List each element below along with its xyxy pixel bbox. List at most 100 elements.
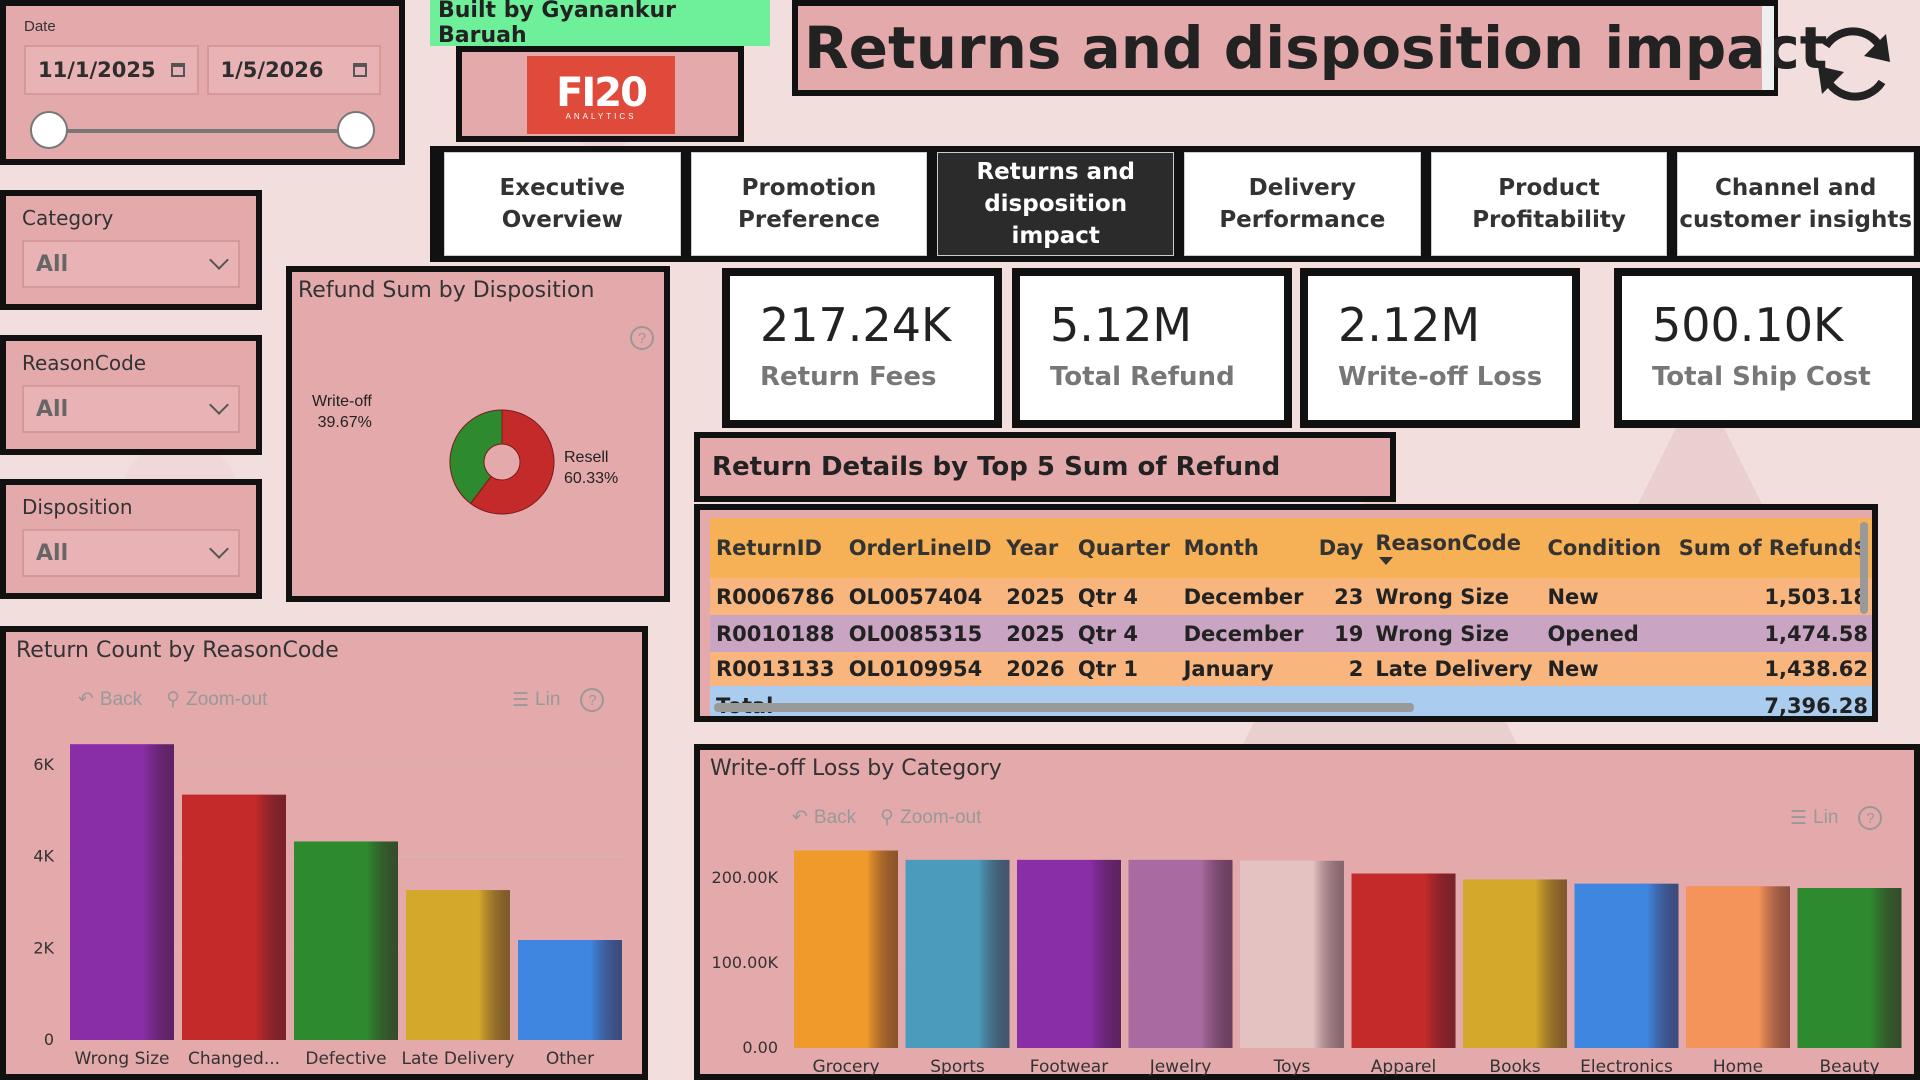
chevron-down-icon[interactable] [209,539,229,559]
kpi-value: 2.12M [1338,298,1481,352]
x-category-label: Footwear [1030,1057,1108,1077]
column-header-returnid[interactable]: ReturnID [710,518,843,578]
x-category-label: Home [1713,1057,1763,1077]
column-header-month[interactable]: Month [1177,518,1312,578]
table-cell: Qtr 4 [1071,615,1178,652]
bar-late-delivery[interactable] [406,890,510,1040]
table-row[interactable]: R0006786 OL0057404 2025 Qtr 4 December 2… [710,578,1872,615]
table-cell: OL0057404 [842,578,1001,615]
writeoff-bar-chart[interactable]: 0.00 100.00K 200.00K Grocery Sports Footwear J… [704,840,1906,1080]
return-details-table[interactable]: ReturnID OrderLineID Year Quarter Month … [694,504,1878,722]
tab-product-profitability[interactable]: Product Profitability [1430,152,1668,256]
back-button[interactable]: Back [813,806,857,828]
slider-start-handle[interactable] [30,111,68,149]
help-icon[interactable]: ? [580,688,605,712]
table-row[interactable]: R0010188 OL0085315 2025 Qtr 4 December 1… [710,615,1872,652]
lin-button[interactable]: Lin [1813,807,1839,828]
bar-beauty[interactable] [1797,888,1902,1048]
x-category-label: Other [546,1049,594,1069]
table-row[interactable]: R0013133 OL0109954 2026 Qtr 1 January 2 … [710,652,1872,686]
sort-desc-icon [1379,557,1394,565]
bar-jewelry[interactable] [1128,859,1233,1048]
chevron-down-icon[interactable] [209,250,229,270]
end-date-input[interactable]: 1/5/2026 [206,45,381,95]
bar-books[interactable] [1463,879,1567,1048]
table-cell: 1,438.62 [1669,652,1872,686]
table-cell: December [1177,615,1312,652]
back-button[interactable]: Back [99,688,143,710]
chart-toolbar: ↶ Back ⚲ Zoom-out [792,806,981,829]
help-icon[interactable]: ? [630,326,654,350]
start-date-input[interactable]: 11/1/2025 [24,45,199,95]
table-cell: OL0109954 [842,652,1001,686]
calendar-icon[interactable] [353,63,367,77]
donut-slice-write-off[interactable] [449,409,503,505]
bar-wrong-size[interactable] [70,744,174,1040]
lin-button[interactable]: Lin [535,689,561,710]
tab-promotion-preference[interactable]: Promotion Preference [690,152,928,256]
slider-end-handle[interactable] [337,111,375,149]
bar-toys[interactable] [1240,860,1344,1048]
bar-home[interactable] [1686,886,1790,1048]
disposition-dropdown[interactable]: All [22,529,240,577]
bar-electronics[interactable] [1574,883,1679,1048]
kpi-card-return-fees: 217.24K Return Fees [722,268,1002,428]
vertical-scrollbar[interactable] [1860,522,1868,614]
column-header-reasoncode[interactable]: ReasonCode [1369,518,1542,578]
zoom-out-button[interactable]: Zoom-out [900,806,982,828]
help-icon[interactable]: ? [1858,806,1883,830]
table-cell: New [1541,578,1670,615]
y-tick-label: 2K [33,938,54,957]
chart-toolbar: ↶ Back ⚲ Zoom-out [78,688,267,711]
category-dropdown[interactable]: All [22,240,240,288]
column-header-quarter[interactable]: Quarter [1071,518,1178,578]
zoom-out-icon[interactable]: ⚲ [880,807,895,828]
back-arrow-icon[interactable]: ↶ [78,689,94,710]
tab-channel-customer-insights[interactable]: Channel and customer insights [1677,152,1915,256]
back-arrow-icon[interactable]: ↶ [792,807,808,828]
bar-footwear[interactable] [1017,859,1121,1048]
tab-executive-overview[interactable]: Executive Overview [444,152,681,256]
chart-title: Return Count by ReasonCode [16,638,339,663]
bar-other[interactable] [518,940,622,1040]
date-range-slider[interactable] [30,111,375,149]
bar-sports[interactable] [905,859,1010,1048]
return-count-by-reasoncode-card: Return Count by ReasonCode ↶ Back ⚲ Zoom… [0,626,648,1080]
list-icon[interactable]: ☰ [512,689,530,711]
column-header-orderlineid[interactable]: OrderLineID [842,518,1001,578]
bar-defective[interactable] [294,841,398,1040]
date-slicer: Date 11/1/2025 1/5/2026 [0,0,405,165]
zoom-out-icon[interactable]: ⚲ [166,689,181,710]
page-navigation: Executive Overview Promotion Preference … [430,146,1920,262]
donut-chart[interactable] [402,362,602,562]
table-cell: Qtr 1 [1071,652,1178,686]
donut-slice-resell[interactable] [469,409,555,515]
zoom-out-button[interactable]: Zoom-out [186,688,268,710]
list-icon[interactable]: ☰ [1790,807,1808,829]
data-table: ReturnID OrderLineID Year Quarter Month … [710,518,1872,716]
disposition-slicer: Disposition All [0,479,262,599]
x-category-label: Changed... [188,1049,280,1069]
tab-returns-disposition[interactable]: Returns and disposition impact [937,152,1175,256]
calendar-icon[interactable] [170,63,185,77]
kpi-card-writeoff-loss: 2.12M Write-off Loss [1300,268,1580,428]
tab-delivery-performance[interactable]: Delivery Performance [1184,152,1421,256]
column-header-condition[interactable]: Condition [1541,518,1670,578]
refresh-button[interactable] [1806,16,1902,112]
horizontal-scrollbar[interactable] [714,703,1414,712]
column-header-day[interactable]: Day [1311,518,1370,578]
bar-apparel[interactable] [1351,873,1456,1048]
writeoff-percent: 39.67% [317,413,372,431]
reasoncode-dropdown[interactable]: All [22,385,240,433]
column-header-sum-refund[interactable]: Sum of Refund$ [1669,518,1872,578]
writeoff-name: Write-off [312,393,372,410]
table-cell: R0013133 [710,652,843,686]
bar-changed[interactable] [182,794,286,1040]
table-cell: New [1541,652,1670,686]
refresh-icon[interactable] [1806,16,1902,112]
chevron-down-icon[interactable] [209,395,229,415]
column-header-year[interactable]: Year [1000,518,1072,578]
table-cell: 2026 [1000,652,1072,686]
reasoncode-bar-chart[interactable]: 0 2K 4K 6K Wrong Size Changed... Defective Late… [10,722,634,1072]
bar-grocery[interactable] [794,850,898,1048]
